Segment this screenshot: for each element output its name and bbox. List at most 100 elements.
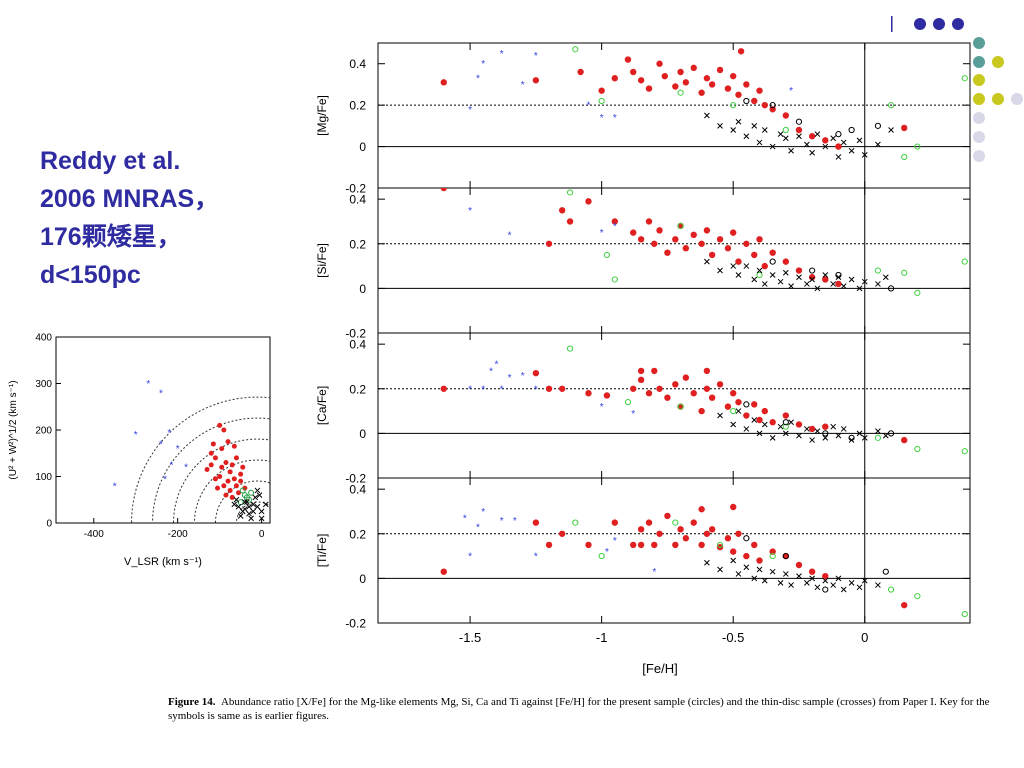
panel-point-cross xyxy=(717,566,723,573)
toomre-point-asterisk: * xyxy=(169,460,173,471)
panel-point-asterisk: * xyxy=(481,384,485,395)
panel-point-dot xyxy=(724,535,732,542)
panel-point-cross xyxy=(822,577,829,584)
deco-dot xyxy=(973,56,985,68)
toomre-point-cross xyxy=(246,510,252,517)
panel-point-dot xyxy=(730,548,737,555)
panel-point-cross xyxy=(830,582,837,588)
panel-point-asterisk: * xyxy=(600,228,604,239)
panel-point-cross xyxy=(756,430,763,437)
panel-point-dot xyxy=(558,530,566,537)
panel-point-cross xyxy=(761,281,768,287)
toomre-point-dot xyxy=(229,462,235,468)
velocity-circle xyxy=(173,438,270,523)
panel-point-dot xyxy=(743,552,750,560)
panel-point-cross xyxy=(730,127,737,133)
panel-point-asterisk: * xyxy=(587,101,591,112)
toomre-point-dot xyxy=(208,450,214,456)
panel-point-dot xyxy=(795,421,803,428)
toomre-point-asterisk: * xyxy=(146,379,150,390)
panel-point-cross xyxy=(751,276,758,283)
panel-point-circle xyxy=(598,552,605,560)
panel-point-asterisk: * xyxy=(500,516,504,527)
panel-point-dot xyxy=(651,541,658,549)
title-line-3: 176颗矮星， xyxy=(40,223,182,251)
panel-point-dot xyxy=(708,526,716,533)
velocity-circle xyxy=(193,459,270,523)
toomre-point-dot xyxy=(221,483,227,489)
feh-tick-label: 0 xyxy=(861,630,868,645)
panel-point-dot xyxy=(532,369,540,377)
panel-point-dot xyxy=(637,541,645,549)
panel-point-cross xyxy=(835,432,842,439)
panel-point-cross xyxy=(840,139,847,146)
panel-tife: -0.200.20.4[Ti/Fe]***** ** *** xyxy=(315,477,971,631)
panel-point-asterisk: * xyxy=(513,516,517,527)
panel-point-circle xyxy=(730,407,737,415)
panel-point-asterisk: * xyxy=(631,409,635,420)
panel-point-dot xyxy=(698,89,705,96)
velocity-circle xyxy=(152,417,270,523)
panel-point-circle xyxy=(566,189,574,196)
panel-point-dot xyxy=(690,390,697,397)
panel-point-dot xyxy=(585,541,592,549)
panel-point-cross xyxy=(822,272,829,278)
panel-point-cross xyxy=(751,575,758,582)
toomre-point-cross xyxy=(250,508,257,515)
panel-frame xyxy=(377,332,971,479)
title-line-2: 2006 MNRAS， xyxy=(40,185,220,213)
panel-points: ********** xyxy=(440,503,968,618)
panel-point-dot xyxy=(611,519,618,526)
toomre-point-cross xyxy=(256,492,263,498)
panel-point-dot xyxy=(756,416,763,424)
panel-point-cross xyxy=(735,408,742,414)
panel-point-dot xyxy=(716,381,724,388)
panel-point-cross xyxy=(704,559,710,566)
toomre-point-cross xyxy=(244,499,250,505)
panel-point-cross xyxy=(735,571,742,577)
panel-point-dot xyxy=(735,398,742,406)
panel-point-circle xyxy=(572,46,579,53)
panel-point-cross xyxy=(804,141,810,148)
panel-point-cross xyxy=(777,131,784,137)
panel-point-cross xyxy=(848,276,855,283)
panel-point-cross xyxy=(743,263,750,269)
feh-tick-label: -1.5 xyxy=(459,630,481,645)
panel-y-tick-label: 0.2 xyxy=(349,382,366,396)
figure-caption: Figure 14. Abundance ratio [X/Fe] for th… xyxy=(168,695,1008,723)
panel-point-circle xyxy=(611,276,618,283)
panel-point-cross xyxy=(848,147,855,154)
panel-point-cross xyxy=(761,421,768,428)
toomre-point-cross xyxy=(231,501,238,508)
panel-point-asterisk: * xyxy=(500,384,504,395)
panel-point-dot xyxy=(743,81,750,88)
panel-point-asterisk: * xyxy=(468,105,472,116)
panel-point-dot xyxy=(808,425,816,433)
panel-point-dot xyxy=(769,249,776,256)
panel-point-dot xyxy=(677,68,684,76)
panel-sife: -0.2 0 0.2 0.4 [Si/Fe] * * * * * * xyxy=(315,187,971,341)
toomre-point-dot xyxy=(215,485,221,491)
toomre-point-dot xyxy=(233,483,239,489)
panel-point-dot xyxy=(756,236,763,243)
panel-point-asterisk: * xyxy=(508,230,512,241)
panel-point-cross xyxy=(835,274,842,281)
panel-point-asterisk: * xyxy=(508,373,512,384)
panel-point-circle xyxy=(882,568,889,575)
feh-tick-label: -0.5 xyxy=(722,630,744,645)
panel-point-cross xyxy=(882,432,889,439)
panel-y-tick-label: 0.2 xyxy=(349,527,366,541)
panel-point-dot xyxy=(585,390,592,397)
panel-point-asterisk: * xyxy=(652,567,656,578)
panel-point-dot xyxy=(656,385,663,392)
panel-cafe: -0.200.20.4[Ca/Fe] * ***** **** xyxy=(315,332,971,486)
panel-point-cross xyxy=(840,426,847,432)
panel-y-tick-label: 0 xyxy=(359,140,366,154)
deco-dot xyxy=(992,56,1004,68)
panel-y-tick-label: 0.4 xyxy=(349,193,366,207)
toomre-point-asterisk: * xyxy=(167,428,171,439)
velocity-circle xyxy=(131,396,270,523)
panel-point-cross xyxy=(796,573,802,580)
panel-point-cross xyxy=(704,258,710,265)
panel-point-dot xyxy=(690,64,697,72)
